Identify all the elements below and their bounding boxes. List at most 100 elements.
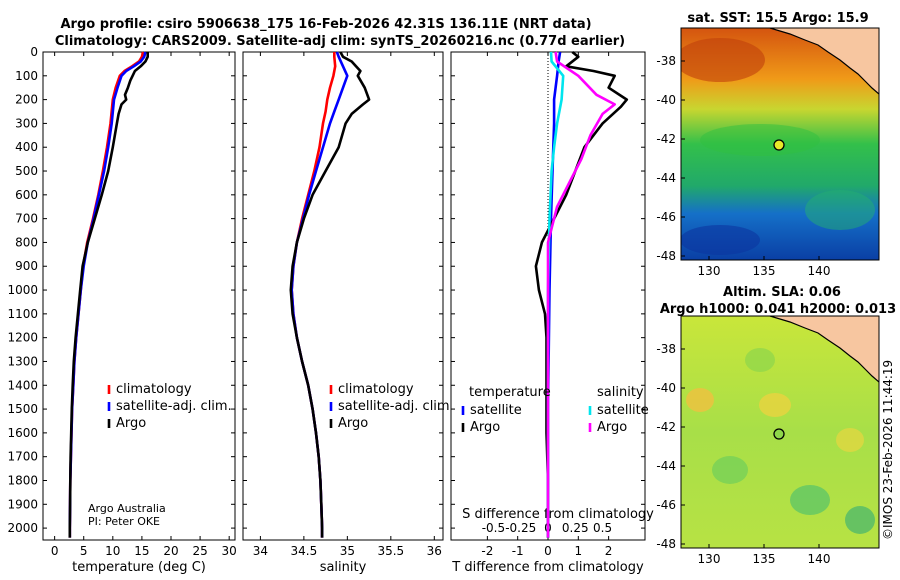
y-tick-label: 1200 xyxy=(7,331,38,345)
legend-label: satellite xyxy=(470,403,522,418)
credit-line-2: PI: Peter OKE xyxy=(88,515,160,528)
x-tick-label: 10 xyxy=(105,544,120,558)
y-tick-label: -44 xyxy=(656,171,676,185)
x-tick-label: 140 xyxy=(808,264,831,278)
title-line-1: Argo profile: csiro 5906638_175 16-Feb-2… xyxy=(60,17,591,32)
s-tick-label: 0.5 xyxy=(593,521,612,535)
x-tick-label: 35.5 xyxy=(377,544,404,558)
y-tick-label: 700 xyxy=(15,212,38,226)
y-tick-label: 900 xyxy=(15,259,38,273)
sla-map-title-1: Altim. SLA: 0.06 xyxy=(723,285,841,300)
x-axis-label: T difference from climatology xyxy=(451,560,644,575)
series-line xyxy=(68,52,149,538)
sla-map-title-2: Argo h1000: 0.041 h2000: 0.013 xyxy=(660,302,896,317)
legend-label: Argo xyxy=(597,420,627,435)
legend-label: satellite-adj. clim. xyxy=(116,399,232,414)
x-tick-label: 20 xyxy=(163,544,178,558)
title-line-2: Climatology: CARS2009. Satellite-adj cli… xyxy=(55,34,625,49)
legend-title: temperature xyxy=(469,385,551,400)
y-tick-label: 0 xyxy=(30,45,38,59)
x-tick-label: 30 xyxy=(222,544,237,558)
legend-label: climatology xyxy=(116,382,192,397)
y-tick-label: 1500 xyxy=(7,402,38,416)
y-tick-label: 800 xyxy=(15,235,38,249)
x-axis-label: salinity xyxy=(320,560,367,575)
legend-label: Argo xyxy=(470,420,500,435)
x-tick-label: 35 xyxy=(340,544,355,558)
y-tick-label: 1800 xyxy=(7,473,38,487)
x-tick-label: -1 xyxy=(512,544,524,558)
legend-label: climatology xyxy=(338,382,414,397)
y-tick-label: 1700 xyxy=(7,450,38,464)
y-tick-label: -44 xyxy=(656,459,676,473)
y-tick-label: 2000 xyxy=(7,521,38,535)
y-tick-label: 600 xyxy=(15,188,38,202)
y-tick-label: 1900 xyxy=(7,497,38,511)
x-tick-label: 0 xyxy=(51,544,59,558)
sla-map: Altim. SLA: 0.06 Argo h1000: 0.041 h2000… xyxy=(656,285,896,566)
sst-map-title: sat. SST: 15.5 Argo: 15.9 xyxy=(687,11,868,26)
y-tick-label: -42 xyxy=(656,132,676,146)
y-tick-label: 300 xyxy=(15,116,38,130)
legend-label: Argo xyxy=(338,416,368,431)
plot-area xyxy=(42,51,236,541)
legend-label: Argo xyxy=(116,416,146,431)
legend-title: salinity xyxy=(597,385,644,400)
coastline xyxy=(769,28,879,95)
s-tick-label: 0.25 xyxy=(562,521,589,535)
y-tick-label: 500 xyxy=(15,164,38,178)
y-tick-label: -46 xyxy=(656,210,676,224)
y-tick-label: -46 xyxy=(656,498,676,512)
x-tick-label: 5 xyxy=(80,544,88,558)
y-tick-label: -40 xyxy=(656,93,676,107)
y-tick-label: 1600 xyxy=(7,426,38,440)
x-tick-label: 140 xyxy=(808,552,831,566)
y-tick-label: -42 xyxy=(656,420,676,434)
imos-credit: ©IMOS 23-Feb-2026 11:44:19 xyxy=(881,360,895,540)
salinity-panel: 34 34.5 35 35.5 36 salinity climatology satelli… xyxy=(242,51,454,575)
y-tick-label: 1100 xyxy=(7,307,38,321)
y-tick-label: -38 xyxy=(656,54,676,68)
y-tick-label: 200 xyxy=(15,93,38,107)
y-tick-label: -48 xyxy=(656,537,676,551)
top-axis-label: S difference from climatology xyxy=(462,507,654,522)
s-tick-label: -0.25 xyxy=(505,521,536,535)
x-tick-label: 1 xyxy=(574,544,582,558)
y-tick-label: -38 xyxy=(656,342,676,356)
x-tick-label: -2 xyxy=(481,544,493,558)
coastline xyxy=(769,316,879,383)
x-tick-label: 130 xyxy=(698,552,721,566)
y-tick-label: 100 xyxy=(15,69,38,83)
difference-panel: -2 -1 0 1 2 T difference from climatology S di… xyxy=(450,50,654,575)
x-tick-label: 36 xyxy=(427,544,442,558)
series-line xyxy=(534,50,629,538)
y-tick-label: 400 xyxy=(15,140,38,154)
argo-position-marker xyxy=(773,139,785,151)
credit-line-1: Argo Australia xyxy=(88,502,166,515)
x-tick-label: 0 xyxy=(544,544,552,558)
temperature-panel: 0100200300400500600700800900100011001200… xyxy=(7,45,236,575)
series-line xyxy=(546,51,617,538)
y-tick-label: 1400 xyxy=(7,378,38,392)
x-axis-label: temperature (deg C) xyxy=(72,560,206,575)
x-tick-label: 2 xyxy=(605,544,613,558)
series-line xyxy=(289,51,371,538)
sst-map: sat. SST: 15.5 Argo: 15.9 130 135 140 -38 -4… xyxy=(656,11,880,278)
plot-area xyxy=(242,51,444,541)
land-mass xyxy=(770,316,879,382)
y-tick-label: -40 xyxy=(656,381,676,395)
x-tick-label: 15 xyxy=(134,544,149,558)
y-tick-label: -48 xyxy=(656,249,676,263)
x-tick-label: 130 xyxy=(698,264,721,278)
legend-label: satellite xyxy=(597,403,649,418)
x-tick-label: 135 xyxy=(753,264,776,278)
x-tick-label: 34.5 xyxy=(291,544,318,558)
y-tick-label: 1000 xyxy=(7,283,38,297)
legend-label: satellite-adj. clim. xyxy=(338,399,454,414)
x-tick-label: 135 xyxy=(753,552,776,566)
argo-position-marker xyxy=(773,428,785,440)
x-tick-label: 25 xyxy=(192,544,207,558)
s-tick-label: -0.5 xyxy=(482,521,505,535)
land-mass xyxy=(770,28,879,94)
